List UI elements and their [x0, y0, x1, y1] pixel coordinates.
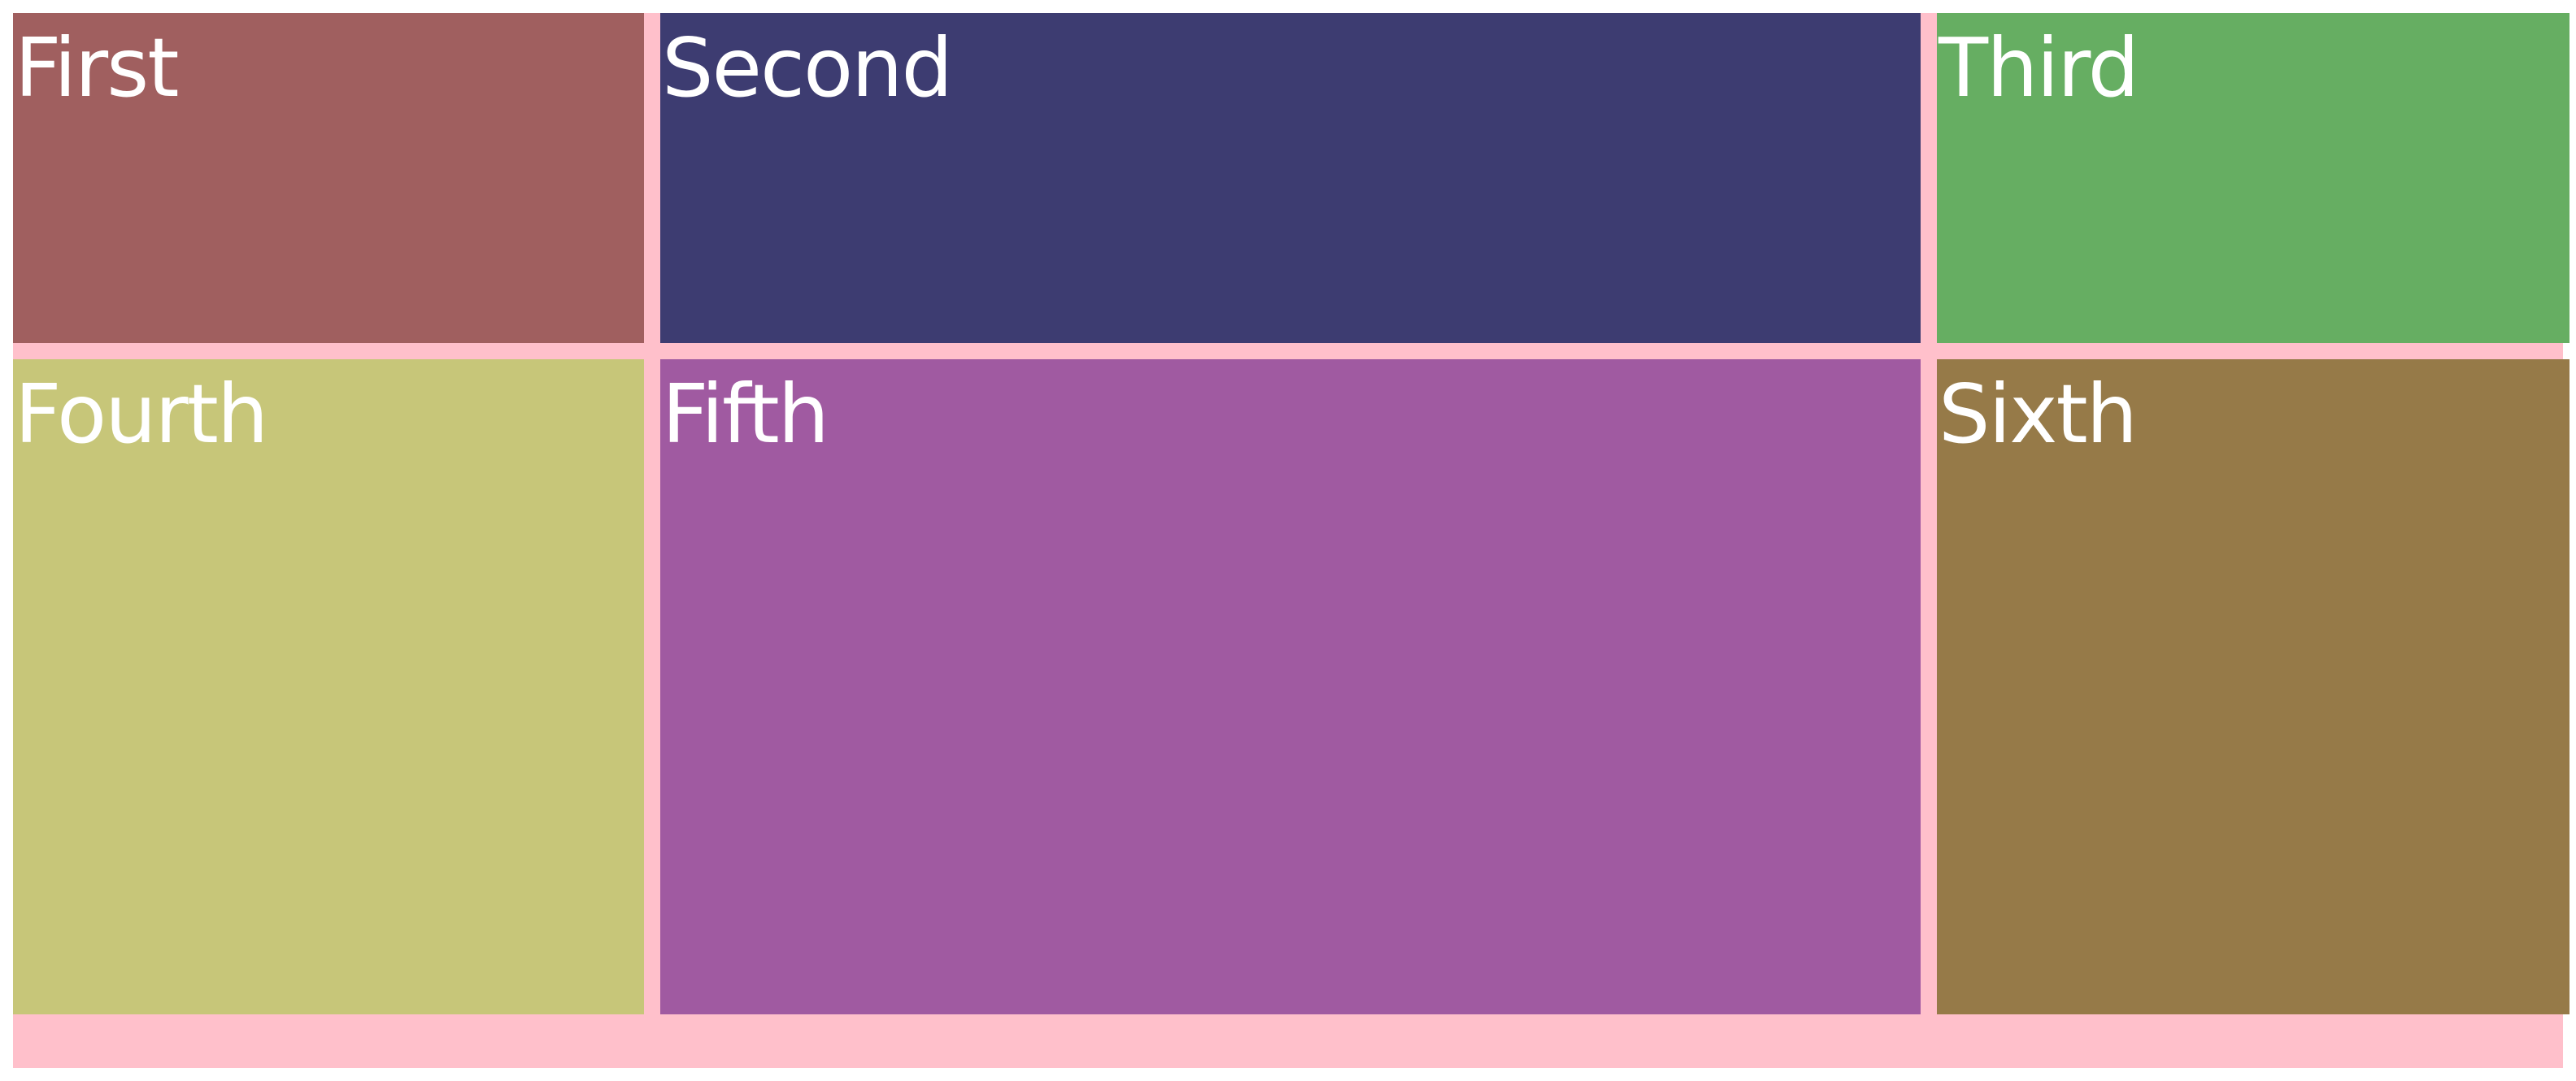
- cell-second: Second: [660, 13, 1921, 343]
- cell-label-third: Third: [1939, 20, 2139, 115]
- cell-fourth: Fourth: [13, 359, 644, 1014]
- cell-label-sixth: Sixth: [1939, 367, 2138, 462]
- grid-container: First Second Third Fourth Fifth Sixth: [13, 13, 2569, 1068]
- cell-fifth: Fifth: [660, 359, 1921, 1014]
- cell-sixth: Sixth: [1937, 359, 2569, 1014]
- cell-third: Third: [1937, 13, 2569, 343]
- cell-label-fifth: Fifth: [662, 367, 829, 462]
- cell-label-fourth: Fourth: [15, 367, 268, 462]
- cell-label-second: Second: [662, 20, 953, 115]
- cell-label-first: First: [15, 20, 179, 115]
- cell-first: First: [13, 13, 644, 343]
